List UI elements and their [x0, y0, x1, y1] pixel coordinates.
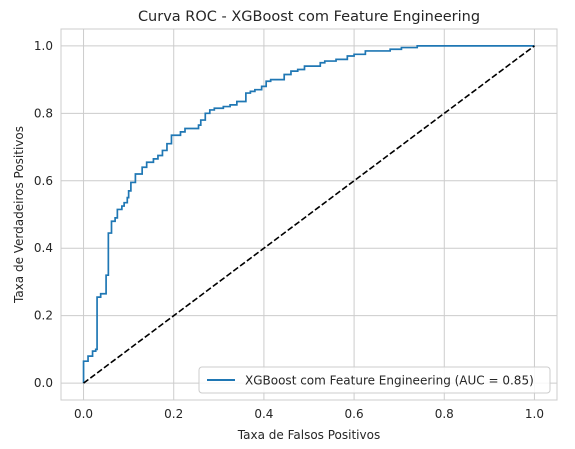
x-tick-label: 0.8 — [435, 407, 454, 421]
y-tick-label: 0.4 — [34, 241, 53, 255]
roc-curve-xgboost — [82, 45, 535, 384]
y-tick-label: 0.2 — [34, 309, 53, 323]
x-axis-ticks: 0.0 0.2 0.4 0.6 0.8 1.0 — [74, 407, 544, 421]
random-classifier-line — [83, 45, 535, 384]
y-tick-label: 0.0 — [34, 376, 53, 390]
chart-title: Curva ROC - XGBoost com Feature Engineer… — [138, 9, 480, 25]
legend-label-xgboost: XGBoost com Feature Engineering (AUC = 0… — [245, 374, 534, 388]
y-tick-label: 0.8 — [34, 106, 53, 120]
x-axis-label: Taxa de Falsos Positivos — [237, 428, 380, 442]
x-tick-label: 0.2 — [164, 407, 183, 421]
x-tick-label: 0.0 — [74, 407, 93, 421]
x-tick-label: 0.6 — [345, 407, 364, 421]
y-tick-label: 0.6 — [34, 174, 53, 188]
x-tick-label: 0.4 — [254, 407, 273, 421]
legend-box — [198, 366, 551, 394]
legend: XGBoost com Feature Engineering (AUC = 0… — [198, 366, 551, 394]
series-group — [82, 45, 535, 384]
x-tick-label: 1.0 — [525, 407, 544, 421]
y-axis-label: Taxa de Verdadeiros Positivos — [12, 126, 26, 304]
y-axis-ticks: 0.0 0.2 0.4 0.6 0.8 1.0 — [34, 39, 53, 390]
y-tick-label: 1.0 — [34, 39, 53, 53]
